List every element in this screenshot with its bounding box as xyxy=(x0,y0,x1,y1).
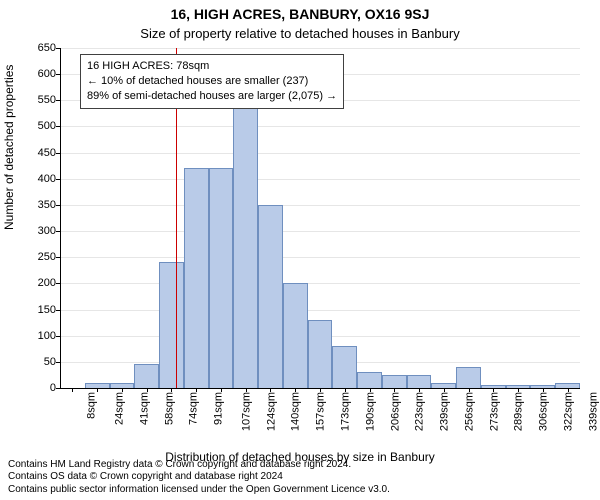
histogram-bar xyxy=(134,364,159,388)
histogram-bar xyxy=(283,283,308,388)
x-tick-label: 306sqm xyxy=(538,392,550,431)
footer-line-1: Contains HM Land Registry data © Crown c… xyxy=(8,459,390,472)
histogram-bar xyxy=(357,372,382,388)
x-tick-label: 322sqm xyxy=(562,392,574,431)
x-tick-label: 239sqm xyxy=(439,392,451,431)
info-line-3: 89% of semi-detached houses are larger (… xyxy=(87,89,337,104)
y-tick-label: 100 xyxy=(38,330,56,342)
x-tick-label: 173sqm xyxy=(340,392,352,431)
y-axis-line xyxy=(60,48,61,388)
y-tick-label: 150 xyxy=(38,304,56,316)
x-tick-label: 157sqm xyxy=(315,392,327,431)
y-tick-label: 550 xyxy=(38,94,56,106)
footer-line-2: Contains OS data © Crown copyright and d… xyxy=(8,471,390,484)
x-tick-label: 41sqm xyxy=(138,392,150,425)
gridline xyxy=(60,283,580,284)
chart-title: 16, HIGH ACRES, BANBURY, OX16 9SJ xyxy=(0,6,600,22)
histogram-bar xyxy=(382,375,407,388)
x-tick-label: 339sqm xyxy=(587,392,599,431)
x-tick-label: 58sqm xyxy=(163,392,175,425)
histogram-bar xyxy=(258,205,283,388)
gridline xyxy=(60,231,580,232)
gridline xyxy=(60,310,580,311)
gridline xyxy=(60,179,580,180)
gridline xyxy=(60,205,580,206)
info-line-2: ← 10% of detached houses are smaller (23… xyxy=(87,74,337,89)
info-box: 16 HIGH ACRES: 78sqm ← 10% of detached h… xyxy=(80,54,344,109)
x-axis-line xyxy=(60,388,580,389)
gridline xyxy=(60,153,580,154)
chart-subtitle: Size of property relative to detached ho… xyxy=(0,26,600,41)
x-tick-label: 206sqm xyxy=(389,392,401,431)
x-tick-label: 91sqm xyxy=(213,392,225,425)
histogram-bar xyxy=(332,346,357,388)
attribution-footer: Contains HM Land Registry data © Crown c… xyxy=(8,459,390,497)
y-tick-label: 400 xyxy=(38,173,56,185)
y-tick-label: 450 xyxy=(38,147,56,159)
x-tick-label: 289sqm xyxy=(513,392,525,431)
y-tick-label: 600 xyxy=(38,68,56,80)
x-tick-label: 74sqm xyxy=(188,392,200,425)
histogram-bar xyxy=(456,367,481,388)
x-tick-label: 273sqm xyxy=(488,392,500,431)
gridline xyxy=(60,257,580,258)
y-tick-label: 300 xyxy=(38,225,56,237)
x-tick-label: 190sqm xyxy=(364,392,376,431)
gridline xyxy=(60,126,580,127)
x-tick-label: 256sqm xyxy=(463,392,475,431)
y-tick-label: 50 xyxy=(44,356,56,368)
histogram-bar xyxy=(233,106,258,388)
y-tick-label: 250 xyxy=(38,251,56,263)
y-tick-label: 650 xyxy=(38,42,56,54)
x-tick-label: 124sqm xyxy=(265,392,277,431)
y-tick-label: 350 xyxy=(38,199,56,211)
histogram-bar xyxy=(407,375,432,388)
histogram-bar xyxy=(209,168,234,388)
x-tick-label: 24sqm xyxy=(114,392,126,425)
histogram-bar xyxy=(159,262,184,388)
x-tick-label: 140sqm xyxy=(290,392,302,431)
gridline xyxy=(60,48,580,49)
y-tick-label: 500 xyxy=(38,120,56,132)
x-tick-label: 223sqm xyxy=(414,392,426,431)
y-tick-label: 0 xyxy=(50,382,56,394)
histogram-bar xyxy=(184,168,209,388)
x-tick-label: 8sqm xyxy=(86,392,98,419)
chart-container: { "title_main": "16, HIGH ACRES, BANBURY… xyxy=(0,0,600,500)
plot-area: 0501001502002503003504004505005506006508… xyxy=(60,48,580,388)
histogram-bar xyxy=(308,320,333,388)
footer-line-3: Contains public sector information licen… xyxy=(8,484,390,497)
x-tick-label: 107sqm xyxy=(241,392,253,431)
info-line-1: 16 HIGH ACRES: 78sqm xyxy=(87,59,337,74)
y-tick-label: 200 xyxy=(38,277,56,289)
y-axis-label: Number of detached properties xyxy=(2,65,16,230)
